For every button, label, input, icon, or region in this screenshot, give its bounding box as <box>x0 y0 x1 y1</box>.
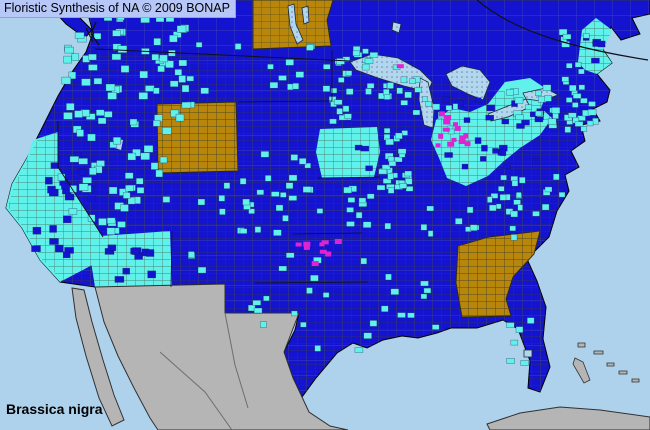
island-cuba <box>486 406 650 430</box>
lake-okeechobee <box>523 349 533 358</box>
border-kansas-oklahoma <box>292 232 363 235</box>
cyan-colorado <box>162 178 255 234</box>
cyan-florida <box>506 317 535 366</box>
magenta-oklahoma-kansas <box>295 239 342 266</box>
cyan-new-mexico <box>187 251 207 274</box>
cyan-illinois <box>378 127 414 192</box>
lake-huron <box>445 65 491 101</box>
lake-nipigon <box>391 21 402 34</box>
title-bar: Floristic Synthesis of NA © 2009 BONAP <box>0 0 236 18</box>
puget-sound-inlet-2 <box>85 27 94 43</box>
cyan-west-nevada <box>57 125 105 222</box>
peninsula-baja <box>71 287 125 427</box>
cyan-pacific-northwest <box>61 24 195 125</box>
cyan-gulf-states <box>369 273 440 330</box>
cyan-oklahoma-texas <box>263 252 372 353</box>
cyan-ontario-soo <box>352 46 379 58</box>
cyan-utah <box>108 118 172 212</box>
magenta-superior-shore <box>396 64 404 69</box>
islands-bahamas <box>572 342 640 384</box>
mexico-state-line-1 <box>224 312 249 409</box>
lake-winnipeg <box>287 3 304 45</box>
border-arizona-newmexico <box>170 230 173 288</box>
cyan-vermont-nh <box>561 61 586 103</box>
border-oklahoma-texas <box>254 281 369 284</box>
border-wyoming-east <box>237 100 333 103</box>
cyan-missouri <box>343 184 395 230</box>
cyan-se-nevada <box>98 217 126 235</box>
cyan-nebraska-kansas <box>254 151 324 236</box>
border-california-nevada <box>57 121 104 238</box>
cyan-south-quebec <box>558 28 590 48</box>
cyan-tennessee <box>420 192 523 241</box>
cyan-minnesota-border <box>334 52 374 71</box>
cyan-virginia-carolina <box>495 173 566 217</box>
cyan-montana-dakotas <box>153 42 315 95</box>
border-ontario-quebec <box>476 0 649 61</box>
border-iowa-missouri <box>317 176 381 179</box>
puget-sound-inlet-1 <box>90 21 100 46</box>
holes-ohio-valley <box>441 96 545 170</box>
cyan-new-england <box>547 97 599 133</box>
holes-iowa <box>354 144 373 172</box>
border-us-canada <box>94 48 351 62</box>
map-title: Floristic Synthesis of NA © 2009 BONAP <box>4 1 230 15</box>
cyan-new-york <box>506 84 552 121</box>
species-name-label: Brassica nigra <box>6 401 103 417</box>
cyan-west-texas <box>247 300 267 328</box>
cyan-minnesota <box>322 64 375 125</box>
cyan-wisconsin <box>378 64 422 116</box>
mexico-state-line-2 <box>159 351 233 430</box>
us-county-texture-texture <box>8 36 583 395</box>
lake-winnipegosis <box>301 5 310 25</box>
holes-arizona <box>104 244 156 283</box>
magenta-michigan <box>435 111 471 148</box>
